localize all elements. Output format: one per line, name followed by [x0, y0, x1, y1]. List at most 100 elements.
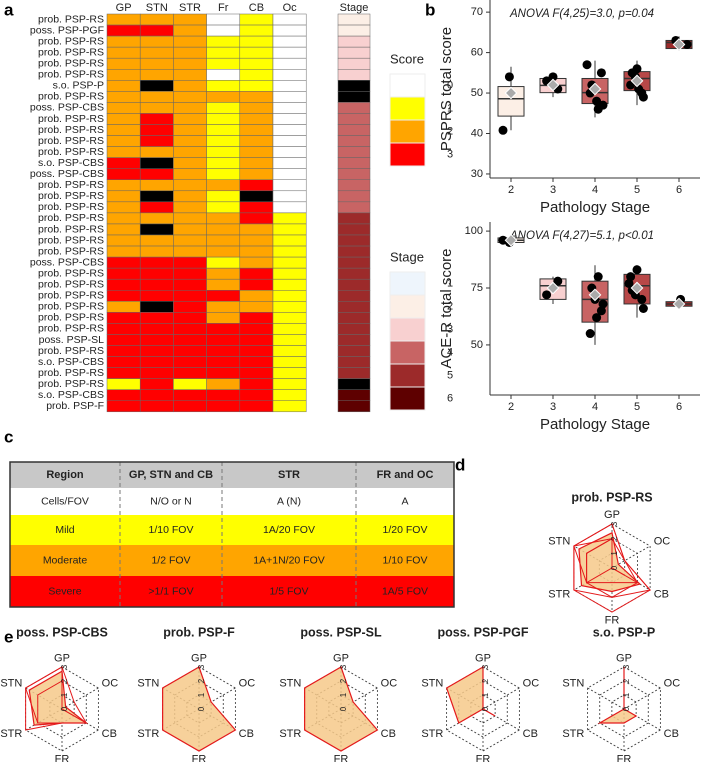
radar-spoke	[340, 687, 378, 710]
row-label: prob. PSP-RS	[38, 135, 104, 147]
heat-cell	[106, 212, 141, 225]
heat-cell	[206, 102, 241, 114]
x-axis-title: Pathology Stage	[540, 416, 650, 433]
heat-cell	[106, 367, 141, 379]
heat-cell	[239, 179, 274, 192]
heat-cell	[272, 190, 307, 203]
radar-axis-label: STR	[137, 728, 159, 740]
table-row	[10, 515, 454, 545]
stage-cell	[337, 69, 371, 81]
column-label: Fr	[218, 2, 229, 14]
stage-cell	[337, 157, 371, 169]
heat-cell	[106, 35, 141, 48]
radar-spoke	[623, 708, 661, 731]
heat-cell	[106, 267, 141, 280]
heat-cell	[272, 113, 307, 125]
x-tick-label: 5	[634, 401, 640, 413]
radar-axis-label: STN	[137, 678, 159, 690]
table-cell: 1/10 FOV	[149, 524, 194, 536]
heat-cell	[206, 367, 241, 379]
legend-label: 6	[447, 392, 453, 404]
table-row	[10, 488, 454, 515]
legend-label: 5	[447, 369, 453, 381]
row-label: poss. PSP-CBS	[30, 256, 104, 268]
table-cell: A	[401, 495, 408, 507]
heat-cell	[139, 367, 174, 379]
radar-tick-label: 3	[339, 664, 348, 669]
heat-cell	[239, 334, 274, 346]
heat-cell	[139, 124, 174, 136]
radar-spoke	[587, 687, 625, 710]
heat-cell	[173, 102, 207, 114]
point	[504, 72, 514, 82]
panel-label: d	[455, 455, 465, 474]
heat-cell	[139, 400, 174, 413]
heat-cell	[206, 267, 241, 280]
heat-cell	[173, 35, 207, 48]
point	[542, 290, 552, 300]
row-label: prob. PSP-RS	[38, 46, 104, 58]
heat-cell	[173, 301, 207, 313]
heat-cell	[173, 367, 207, 379]
heat-cell	[106, 102, 141, 114]
heat-cell	[139, 245, 174, 258]
radar-axis-label: CB	[381, 728, 396, 740]
radar-tick-label: 1	[60, 692, 69, 697]
heat-cell	[206, 24, 241, 37]
radar-tick-label: 2	[339, 678, 348, 683]
heat-cell	[272, 69, 307, 81]
heat-cell	[206, 334, 241, 346]
heat-cell	[139, 113, 174, 125]
radar-tick-label: 2	[197, 678, 206, 683]
column-label: GP	[116, 2, 132, 14]
heat-cell	[106, 24, 141, 37]
heat-cell	[173, 334, 207, 346]
table-cell: Severe	[48, 585, 81, 597]
stage-cell	[337, 57, 371, 70]
table-cell: 1A+1N/20 FOV	[253, 554, 325, 566]
heat-cell	[206, 245, 241, 258]
heat-cell	[206, 234, 241, 247]
radar-tick-label: 0	[60, 706, 69, 711]
y-tick-label: 100	[465, 225, 483, 237]
heat-cell	[139, 157, 174, 169]
column-label: Stage	[340, 2, 369, 14]
heat-cell	[173, 356, 207, 368]
point	[638, 92, 648, 102]
radar-tick-label: 1	[339, 692, 348, 697]
heat-cell	[272, 245, 307, 258]
y-tick-label: 50	[471, 87, 483, 99]
y-tick-label: 30	[471, 168, 483, 180]
point	[638, 304, 648, 313]
table-cell: 1/20 FOV	[383, 524, 428, 536]
heat-cell	[206, 124, 241, 136]
panel-label: b	[425, 0, 435, 19]
heat-cell	[173, 245, 207, 258]
heat-cell	[106, 378, 141, 390]
heat-cell	[239, 389, 274, 402]
heat-cell	[272, 378, 307, 390]
x-tick-label: 3	[550, 184, 556, 196]
heat-cell	[106, 356, 141, 368]
heat-cell	[173, 157, 207, 169]
radar-axis-label: GP	[604, 509, 620, 521]
heat-cell	[139, 13, 174, 26]
row-label: prob. PSP-RS	[38, 290, 104, 302]
row-label: prob. PSP-RS	[38, 267, 104, 279]
stage-cell	[337, 135, 371, 147]
radar-tick-label: 0	[481, 706, 490, 711]
heat-cell	[206, 190, 241, 203]
stage-cell	[337, 256, 371, 269]
radar-axis-label: STN	[562, 678, 584, 690]
legend-swatch	[389, 363, 426, 388]
radar-tick-label: 1	[610, 551, 619, 556]
y-tick-label: 40	[471, 127, 483, 139]
stage-cell	[337, 267, 371, 280]
heat-cell	[106, 124, 141, 136]
row-label: s.o. PSP-CBS	[38, 356, 104, 368]
row-label: prob. PSP-RS	[38, 201, 104, 213]
table-cell: Mild	[55, 524, 74, 536]
panel-label: c	[4, 427, 13, 446]
radar-axis-label: STN	[0, 678, 22, 690]
x-tick-label: 4	[592, 401, 598, 413]
